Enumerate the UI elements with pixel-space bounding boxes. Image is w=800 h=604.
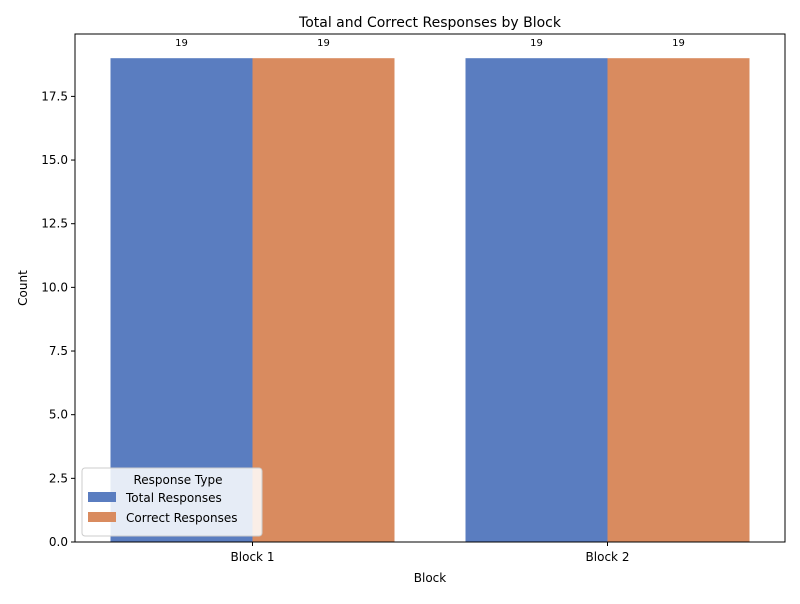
bar-correct-responses-block-2 [607, 58, 750, 542]
y-tick-label: 2.5 [49, 471, 68, 485]
bar-total-responses-block-2 [465, 58, 608, 542]
bar-correct-responses-block-1 [252, 58, 395, 542]
x-axis-label: Block [414, 571, 447, 585]
y-tick-label: 12.5 [41, 217, 68, 231]
data-label: 19 [672, 38, 685, 49]
chart-title: Total and Correct Responses by Block [298, 15, 562, 31]
legend-box [81, 467, 263, 537]
legend-swatch-total-responses [88, 492, 116, 502]
x-tick-label: Block 2 [586, 550, 630, 564]
data-label: 19 [317, 38, 330, 49]
legend-label-correct-responses: Correct Responses [126, 511, 238, 525]
y-tick-label: 10.0 [41, 280, 68, 294]
legend-title: Response Type [133, 473, 222, 487]
x-tick-label: Block 1 [231, 550, 275, 564]
legend-swatch-correct-responses [88, 512, 116, 522]
y-tick-label: 15.0 [41, 153, 68, 167]
y-tick-label: 0.0 [49, 535, 68, 549]
legend-label-total-responses: Total Responses [125, 491, 222, 505]
data-label: 19 [530, 38, 543, 49]
data-label: 19 [175, 38, 188, 49]
plot-frame [74, 33, 786, 543]
y-tick-label: 7.5 [49, 344, 68, 358]
y-axis-label: Count [16, 270, 30, 306]
legend: Response Type Total Responses Correct Res… [81, 467, 263, 537]
y-tick-label: 17.5 [41, 89, 68, 103]
y-tick-label: 5.0 [49, 408, 68, 422]
bar-total-responses-block-1 [110, 58, 253, 542]
